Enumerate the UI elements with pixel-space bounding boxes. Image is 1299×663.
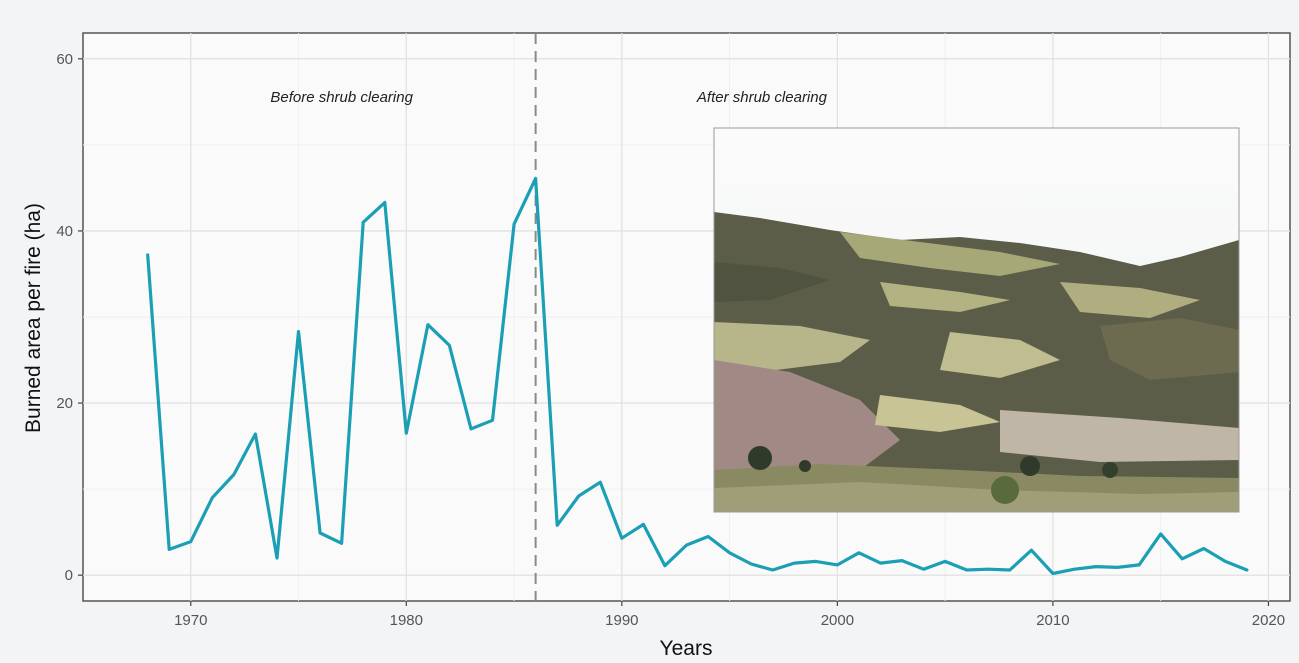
data-point: [275, 556, 279, 560]
data-point: [404, 431, 408, 435]
series-line-burned-area: [146, 176, 1249, 576]
data-point: [1137, 563, 1141, 567]
x-tick-label: 1970: [174, 612, 207, 629]
x-tick-label: 2020: [1252, 612, 1285, 629]
annotation-after: After shrub clearing: [696, 89, 828, 106]
x-tick-label: 1980: [390, 612, 423, 629]
data-point: [965, 568, 969, 572]
data-point: [1202, 547, 1206, 551]
data-point: [297, 330, 301, 334]
data-point: [1072, 567, 1076, 571]
data-point: [469, 427, 473, 431]
data-point: [383, 201, 387, 205]
data-point: [146, 253, 150, 257]
data-point: [1029, 548, 1033, 552]
data-point: [728, 551, 732, 555]
data-point: [426, 323, 430, 327]
data-point: [232, 472, 236, 476]
annotation-before: Before shrub clearing: [270, 89, 413, 106]
data-point: [685, 543, 689, 547]
data-point: [598, 480, 602, 484]
data-point: [253, 432, 257, 436]
y-axis: 0 20 40 60: [56, 51, 83, 584]
data-point: [210, 496, 214, 500]
data-point: [814, 559, 818, 563]
data-point: [1094, 565, 1098, 569]
x-tick-label: 2000: [821, 612, 854, 629]
data-point: [189, 540, 193, 544]
data-point: [1159, 532, 1163, 536]
y-tick-label: 40: [56, 223, 73, 240]
data-point: [577, 494, 581, 498]
data-point: [491, 418, 495, 422]
x-tick-label: 2010: [1036, 612, 1069, 629]
data-point: [943, 559, 947, 563]
data-point: [1051, 571, 1055, 575]
data-point: [706, 534, 710, 538]
y-tick-label: 20: [56, 395, 73, 412]
data-point: [792, 561, 796, 565]
data-point: [749, 562, 753, 566]
data-point: [447, 343, 451, 347]
y-tick-label: 60: [56, 51, 73, 68]
data-point: [340, 541, 344, 545]
data-point: [555, 523, 559, 527]
data-point: [1008, 568, 1012, 572]
data-point: [1245, 568, 1249, 572]
data-point: [1180, 557, 1184, 561]
data-point: [922, 567, 926, 571]
data-point: [878, 561, 882, 565]
x-axis-title: Years: [660, 637, 713, 660]
inset-landscape-photo: [713, 127, 1240, 513]
data-point: [318, 531, 322, 535]
data-point: [986, 567, 990, 571]
x-axis: 1970 1980 1990 2000 2010 2020: [174, 601, 1285, 629]
y-tick-label: 0: [65, 567, 73, 584]
data-point: [1116, 565, 1120, 569]
y-axis-title: Burned area per fire (ha): [22, 203, 45, 433]
data-point: [835, 563, 839, 567]
data-point: [361, 220, 365, 224]
data-point: [900, 559, 904, 563]
data-point: [641, 522, 645, 526]
data-point: [512, 222, 516, 226]
data-point: [167, 547, 171, 551]
data-point: [534, 176, 538, 180]
data-point: [857, 551, 861, 555]
x-tick-label: 1990: [605, 612, 638, 629]
data-point: [1223, 559, 1227, 563]
data-point: [771, 568, 775, 572]
data-point: [663, 564, 667, 568]
data-point: [620, 536, 624, 540]
